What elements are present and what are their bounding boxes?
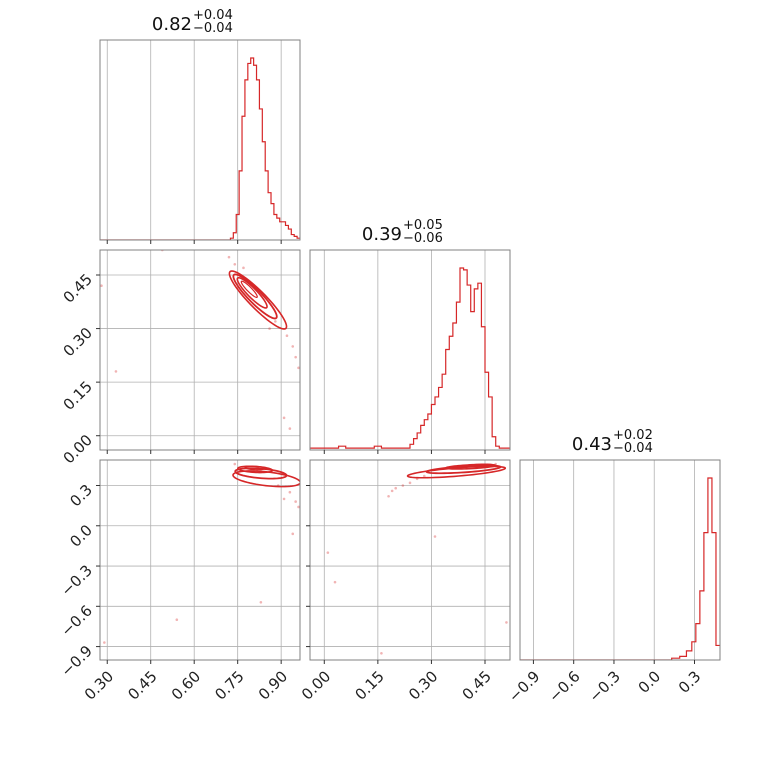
sample-point [294,500,297,503]
sample-point [175,618,179,622]
param-minus-error-2: −0.04 [613,441,653,456]
y-tick-label: 0.30 [60,324,96,360]
sample-point [408,481,412,485]
sample-point [505,621,508,624]
panel-2-2-frame [519,459,721,661]
x-tick-label: 0.30 [405,667,441,703]
param-minus-error-1: −0.06 [403,231,443,246]
param-plus-error-2: +0.02 [613,428,653,443]
param-title-0: 0.82 [152,14,192,35]
sample-point [100,284,103,288]
x-tick-label: 0.3 [675,667,705,697]
sample-point [274,320,277,323]
sample-point [380,651,383,655]
sample-point [291,532,295,536]
x-tick-label: 0.15 [352,667,388,703]
sample-point [422,474,426,478]
x-tick-label: 0.75 [211,667,247,703]
sample-point [394,486,398,490]
sample-point [285,334,289,338]
sample-point [282,416,286,420]
y-tick-label: −0.9 [58,642,96,680]
y-tick-label: 0.15 [60,377,96,413]
histogram-1 [310,267,510,449]
contour-line [232,470,300,488]
param-title-1: 0.39 [362,224,402,245]
sample-point [401,484,405,487]
sample-point [333,580,337,584]
param-title-2: 0.43 [572,434,612,455]
param-minus-error-0: −0.04 [193,21,233,36]
sample-point [114,370,118,373]
y-tick-label: −0.6 [58,602,96,640]
contour-line [234,467,288,480]
x-tick-label: 0.45 [124,667,160,703]
y-tick-label: −0.3 [58,561,96,599]
sample-point [387,494,390,498]
y-tick-label: 0.00 [60,431,96,467]
contour-line [237,465,274,474]
sample-point [259,600,263,604]
sample-point [268,327,271,330]
sample-point [242,266,245,270]
data-layer [100,57,720,660]
sample-point [227,255,231,259]
y-tick-label: 0.45 [60,270,96,306]
contour-line [240,280,258,298]
panel-1-0-frame [99,249,301,451]
x-tick-label: 0.90 [255,667,291,703]
sample-point [288,427,292,430]
sample-point [297,505,300,509]
sample-point [297,366,300,370]
sample-point [390,489,394,493]
x-tick-label: 0.60 [168,667,204,703]
sample-point [291,345,295,348]
sample-point [233,262,237,266]
histogram-0 [100,57,300,240]
contour-line [232,273,278,320]
sample-point [433,535,437,538]
contour-line [406,465,507,479]
x-tick-label: −0.9 [505,667,543,705]
y-tick-label: 0.0 [66,521,96,551]
histogram-2 [520,477,720,660]
frame-layer [96,39,721,664]
panel-1-1-frame [309,249,511,451]
x-tick-label: 0.30 [81,667,117,703]
sample-point [103,641,106,644]
text-layer: 0.82 +0.04−0.040.000.150.300.450.39 +0.05−… [58,8,705,706]
contour-line [236,276,268,309]
panel-0-0-frame [99,39,301,241]
sample-point [288,490,292,494]
panel-2-0-frame [99,459,301,661]
sample-point [233,462,237,466]
x-tick-label: 0.45 [459,667,495,703]
x-tick-label: 0.00 [298,667,334,703]
x-tick-label: −0.3 [585,667,623,705]
contour-line [228,270,288,330]
sample-point [294,355,297,359]
param-plus-error-1: +0.05 [403,218,443,233]
sample-point [326,551,330,554]
x-tick-label: 0.0 [635,667,665,697]
panel-2-1-frame [309,459,511,661]
grid-layer [100,40,695,660]
sample-point [282,497,286,501]
x-tick-label: −0.6 [545,667,583,705]
y-tick-label: 0.3 [66,481,96,511]
param-plus-error-0: +0.04 [193,8,233,23]
